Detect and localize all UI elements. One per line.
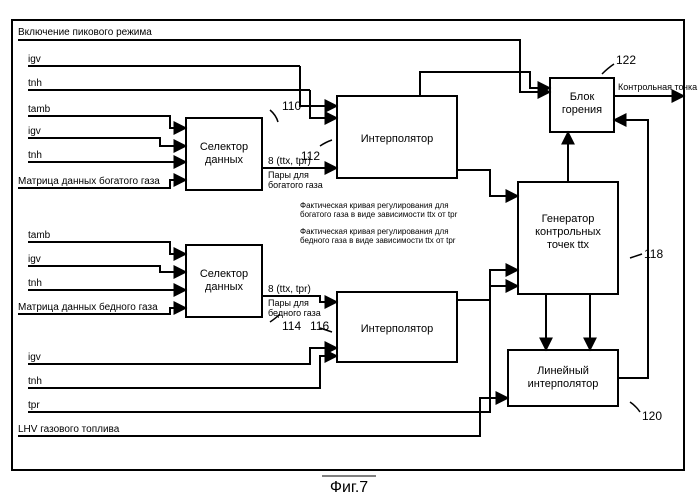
arrow-interprich-gen xyxy=(457,170,518,196)
input-igv-2: igv xyxy=(28,126,41,137)
block-selector-lean-label: Селекторданных xyxy=(200,268,248,293)
line-tnh1b xyxy=(310,90,337,118)
block-interp-lean-label: Интерполятор xyxy=(361,323,434,335)
input-tamb-2: tamb xyxy=(28,230,51,241)
arrow-lin-burn xyxy=(614,120,648,378)
arrow-tamb2 xyxy=(28,242,186,254)
input-igv-1: igv xyxy=(28,54,41,65)
eight-rich: 8 (ttx, tpr) xyxy=(268,156,311,167)
input-tnh-4: tnh xyxy=(28,376,42,387)
input-igv-3: igv xyxy=(28,254,41,265)
line-igv1b xyxy=(300,66,337,106)
figure-caption: Фиг.7 xyxy=(330,479,368,496)
input-lhv: LHV газового топлива xyxy=(18,424,120,435)
tag-122: 122 xyxy=(616,53,636,67)
eight-lean: 8 (ttx, tpr) xyxy=(268,284,311,295)
block-interp-rich-label: Интерполятор xyxy=(361,133,434,145)
arrow-igv3 xyxy=(28,266,186,272)
arrow-leanmatrix xyxy=(160,308,186,314)
tag-122-leader xyxy=(602,64,614,74)
tag-118-leader xyxy=(630,254,642,258)
arrow-tnh4 xyxy=(28,356,337,388)
input-peak-label: Включение пикового режима xyxy=(18,27,152,38)
arrow-igv4 xyxy=(28,348,337,364)
tag-120: 120 xyxy=(642,409,662,423)
tag-110: 110 xyxy=(282,99,301,113)
block-selector-rich-label: Селекторданных xyxy=(200,141,248,166)
arrow-lhv-lin xyxy=(130,398,508,436)
block-linear-interp-label: Линейныйинтерполятор xyxy=(528,365,599,390)
input-igv-4: igv xyxy=(28,352,41,363)
tag-114: 114 xyxy=(282,319,301,333)
input-tpr: tpr xyxy=(28,400,40,411)
tag-120-leader xyxy=(630,402,640,412)
tag-110-leader xyxy=(270,110,278,122)
arrow-tamb1r xyxy=(28,116,186,128)
spacer xyxy=(648,438,660,450)
output-label: Контрольная точка ttx xyxy=(618,82,698,92)
input-lean-matrix: Матрица данных бедного газа xyxy=(18,301,158,313)
input-rich-matrix: Матрица данных богатого газа xyxy=(18,175,160,187)
input-tamb-1: tamb xyxy=(28,104,51,115)
arrow-igv2r xyxy=(28,138,186,146)
input-tnh-3: tnh xyxy=(28,278,42,289)
pairs-lean: Пары длябедного газа xyxy=(268,298,321,318)
curve-rich-label: Фактическая кривая регулирования длябога… xyxy=(300,201,458,219)
arrow-richmatrix xyxy=(160,180,186,188)
input-tnh-1: tnh xyxy=(28,78,42,89)
tag-112-leader xyxy=(320,140,332,146)
input-tnh-2: tnh xyxy=(28,150,42,161)
tag-116: 116 xyxy=(310,319,329,333)
tag-118: 118 xyxy=(644,247,663,261)
pairs-rich: Пары длябогатого газа xyxy=(268,170,323,190)
curve-lean-label: Фактическая кривая регулирования длябедн… xyxy=(300,227,456,245)
block-generator xyxy=(518,182,618,294)
